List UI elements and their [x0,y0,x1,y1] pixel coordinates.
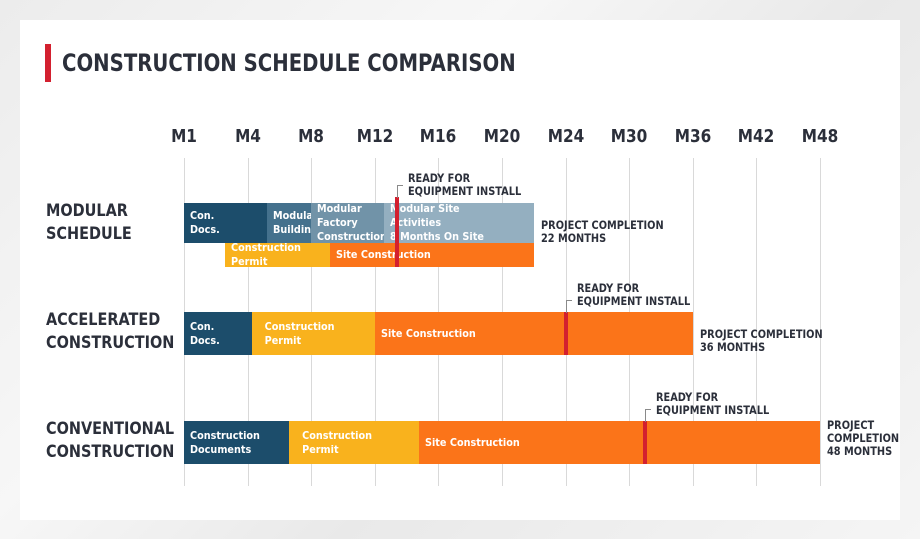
x-tick-label: M16 [420,126,457,147]
x-tick-label: M1 [171,126,197,147]
milestone-callout-line [565,300,572,313]
project-completion-label: PROJECT COMPLETION 36 MONTHS [699,327,823,354]
gantt-bar-label: Construction Permit [231,243,302,267]
gantt-bar-label: Site Construction [380,326,476,340]
x-tick-label: M30 [610,126,648,147]
gantt-bar-label: Modular Site Activities 8 Months On Site [390,203,485,243]
gantt-bar-label: Construction Documents [190,428,260,456]
x-gridline [692,158,694,486]
gantt-bar-label: Con. Docs. [190,319,220,347]
chart-title: CONSTRUCTION SCHEDULE COMPARISON [62,49,516,77]
gantt-bar: Construction Permit [288,421,420,464]
gantt-bar: Site Construction [330,243,534,267]
gantt-bar: Modular Building [266,203,312,243]
x-gridline [820,158,821,486]
gantt-bar: Con. Docs. [184,312,253,355]
milestone-marker [395,197,400,267]
gantt-bar-label: Modular Building [272,209,312,236]
milestone-marker [643,421,648,464]
gantt-bar-label: Construction Permit [264,319,335,347]
project-completion-label: PROJECT COMPLETION 22 MONTHS [540,218,664,245]
x-tick-label: M20 [483,126,521,147]
milestone-label: READY FOR EQUIPMENT INSTALL [656,390,770,417]
x-tick-label: M42 [738,126,775,147]
gantt-bar: Modular Site Activities 8 Months On Site [384,203,534,243]
milestone-callout-line [645,409,652,422]
milestone-label: READY FOR EQUIPMENT INSTALL [576,281,690,308]
gantt-bar: Con. Docs. [184,203,267,243]
row-label: CONVENTIONAL CONSTRUCTION [46,419,175,462]
x-tick-label: M36 [674,126,712,147]
gantt-bar: Modular Factory Construction [311,203,385,243]
milestone-marker [563,312,568,355]
gantt-bar-label: Modular Factory Construction [317,203,385,243]
gantt-bar: Construction Permit [225,243,331,267]
title-accent-bar [45,44,51,82]
row-label: MODULAR SCHEDULE [46,201,132,244]
row-label: ACCELERATED CONSTRUCTION [46,310,175,353]
x-tick-label: M12 [356,126,394,147]
x-tick-label: M24 [547,126,584,147]
milestone-callout-line [397,185,404,198]
x-tick-label: M8 [298,126,325,147]
milestone-label: READY FOR EQUIPMENT INSTALL [408,171,522,198]
gantt-bar: Site Construction [419,421,820,464]
project-completion-label: PROJECT COMPLETION 48 MONTHS [827,418,900,458]
gantt-bar: Construction Permit [252,312,375,355]
x-gridline [756,158,758,486]
gantt-bar-label: Con. Docs. [190,209,220,236]
gantt-bar: Site Construction [374,312,693,355]
gantt-bar-label: Site Construction [336,248,432,261]
gantt-bar: Construction Documents [184,421,289,464]
x-tick-label: M48 [801,126,839,147]
gantt-bar-label: Construction Permit [302,428,372,456]
gantt-bar-label: Site Construction [425,435,521,449]
x-tick-label: M4 [234,126,261,147]
